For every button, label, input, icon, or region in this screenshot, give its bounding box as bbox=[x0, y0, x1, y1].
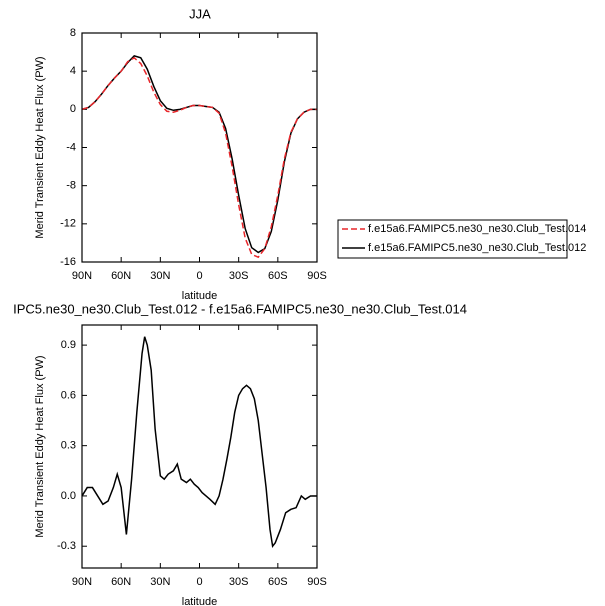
y-tick-label: 0.3 bbox=[61, 440, 76, 452]
x-axis-label: latitude bbox=[182, 290, 217, 302]
data-line bbox=[81, 336, 317, 549]
legend-label: f.e15a6.FAMIPC5.ne30_ne30.Club_Test.014 bbox=[368, 223, 586, 235]
x-tick-label: 90N bbox=[72, 576, 92, 588]
y-tick-label: 0.6 bbox=[61, 389, 76, 401]
x-tick-label: 60N bbox=[111, 576, 131, 588]
x-tick-label: 90N bbox=[72, 270, 92, 282]
y-tick-label: -12 bbox=[60, 218, 76, 230]
x-tick-label: 60N bbox=[111, 270, 131, 282]
y-tick-label: 4 bbox=[70, 65, 76, 77]
y-axis-label: Merid Transient Eddy Heat Flux (PW) bbox=[34, 355, 46, 537]
y-tick-label: -16 bbox=[60, 256, 76, 268]
plot-frame bbox=[81, 32, 318, 263]
data-line bbox=[81, 56, 317, 259]
x-axis-label: latitude bbox=[182, 596, 217, 606]
x-tick-label: 30S bbox=[229, 576, 249, 588]
plot-frame bbox=[81, 324, 318, 569]
x-tick-label: 60S bbox=[268, 270, 288, 282]
x-tick-label: 90S bbox=[307, 576, 327, 588]
x-tick-label: 0 bbox=[196, 576, 202, 588]
data-line bbox=[81, 55, 317, 254]
y-tick-label: 8 bbox=[70, 27, 76, 39]
x-tick-label: 60S bbox=[268, 576, 288, 588]
legend-label: f.e15a6.FAMIPC5.ne30_ne30.Club_Test.012 bbox=[368, 242, 586, 254]
chart-title: IPC5.ne30_ne30.Club_Test.012 - f.e15a6.F… bbox=[13, 301, 467, 316]
x-tick-label: 0 bbox=[196, 270, 202, 282]
y-tick-label: 0.0 bbox=[61, 490, 76, 502]
chart-title: JJA bbox=[189, 6, 211, 21]
y-axis-label: Merid Transient Eddy Heat Flux (PW) bbox=[34, 56, 46, 238]
y-tick-label: 0 bbox=[70, 103, 76, 115]
y-tick-label: 0.9 bbox=[61, 339, 76, 351]
x-tick-label: 30N bbox=[150, 576, 170, 588]
y-tick-label: -4 bbox=[66, 141, 76, 153]
x-tick-label: 90S bbox=[307, 270, 327, 282]
legend-box bbox=[337, 219, 568, 259]
y-tick-label: -8 bbox=[66, 180, 76, 192]
x-tick-label: 30N bbox=[150, 270, 170, 282]
y-tick-label: -0.3 bbox=[57, 540, 76, 552]
x-tick-label: 30S bbox=[229, 270, 249, 282]
